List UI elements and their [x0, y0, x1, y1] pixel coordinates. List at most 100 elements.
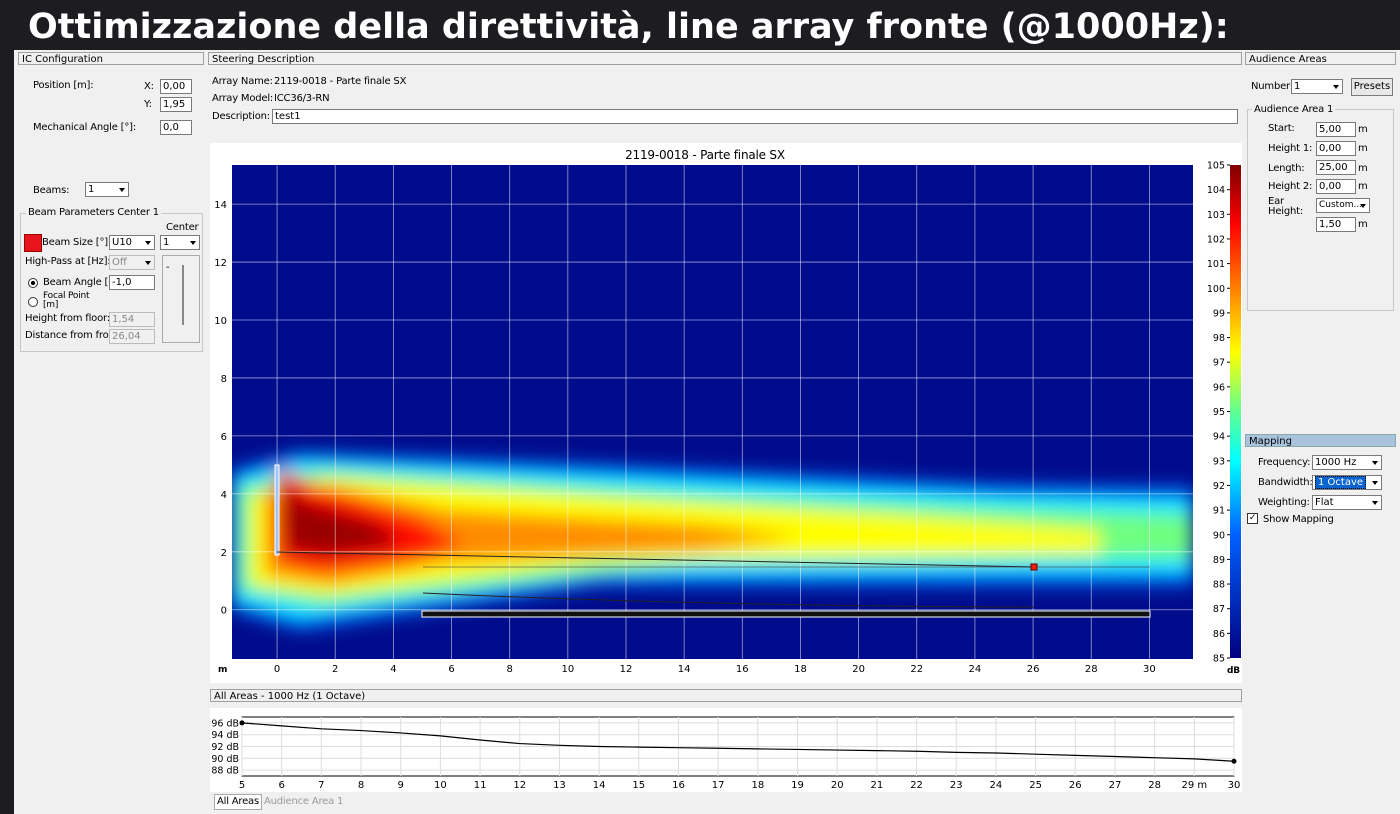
- x-tick-label: 6: [448, 664, 454, 675]
- label: Center: [166, 222, 199, 233]
- x-tick-label: 12: [620, 664, 633, 675]
- x-tick-label: 14: [678, 664, 691, 675]
- x-unit: m: [218, 665, 228, 675]
- label: X:: [144, 81, 154, 92]
- label: Ear Height:: [1268, 196, 1304, 217]
- audience-area: [421, 610, 1151, 618]
- label: Position [m]:: [33, 80, 94, 91]
- select[interactable]: 1: [160, 235, 200, 250]
- input[interactable]: 0,00: [1316, 141, 1356, 156]
- input[interactable]: 1,50: [1316, 217, 1356, 232]
- colorbar-label: 100: [1207, 284, 1225, 295]
- label: Y:: [144, 99, 152, 110]
- colorbar-label: 90: [1213, 530, 1225, 541]
- unit: m: [1358, 163, 1368, 174]
- select[interactable]: Custom...: [1316, 198, 1370, 213]
- x-tick-label: 22: [910, 780, 923, 791]
- x-tick-label: 8: [506, 664, 512, 675]
- colorbar-label: 88: [1213, 580, 1225, 591]
- x-tick-label: 28: [1085, 664, 1098, 675]
- input[interactable]: 0,00: [160, 79, 192, 94]
- x-tick-label: 17: [712, 780, 725, 791]
- colorbar-label: 95: [1213, 407, 1225, 418]
- colorbar-label: 85: [1213, 654, 1225, 665]
- input[interactable]: -1,0: [109, 275, 155, 290]
- x-tick-label: 23: [950, 780, 963, 791]
- select[interactable]: Flat: [1312, 495, 1382, 510]
- colorbar-label: 91: [1213, 506, 1225, 517]
- line-array: [274, 464, 280, 556]
- x-tick-label: 26: [1027, 664, 1040, 675]
- colorbar-label: 96: [1213, 382, 1225, 393]
- y-tick-label: 0: [221, 606, 227, 617]
- input[interactable]: 0,0: [160, 120, 192, 135]
- colorbar-label: 93: [1213, 456, 1225, 467]
- input: 26,04: [109, 329, 155, 344]
- x-tick-label: 16: [736, 664, 749, 675]
- panel-header: Mapping: [1245, 434, 1396, 447]
- label: Height 1:: [1268, 143, 1313, 154]
- label: Height from floor:: [25, 313, 110, 324]
- colorbar-label: 102: [1207, 234, 1225, 245]
- x-tick-label: 30: [1228, 780, 1241, 791]
- checkbox[interactable]: ✓: [1247, 513, 1258, 524]
- heatmap-field: [232, 452, 1193, 630]
- colorbar-label: 104: [1207, 185, 1225, 196]
- beam-color[interactable]: [24, 234, 42, 252]
- x-tick-label: 29 m: [1181, 780, 1207, 791]
- radio[interactable]: [28, 297, 38, 307]
- y-tick-label: 90 dB: [211, 754, 239, 765]
- input[interactable]: 1,95: [160, 97, 192, 112]
- tab[interactable]: Audience Area 1: [264, 796, 344, 807]
- label: Bandwidth:: [1258, 477, 1313, 488]
- spl-line: [241, 722, 1235, 762]
- select[interactable]: 1: [85, 182, 129, 197]
- radio[interactable]: [28, 278, 38, 288]
- input[interactable]: 5,00: [1316, 122, 1356, 137]
- coverage-line: [276, 551, 1035, 568]
- x-tick-label: 12: [513, 780, 526, 791]
- colorbar-label: 101: [1207, 259, 1225, 270]
- x-tick-label: 28: [1148, 780, 1161, 791]
- y-tick-label: 2: [221, 548, 227, 559]
- colorbar-label: 87: [1213, 604, 1225, 615]
- panel-header: Steering Description: [208, 52, 1242, 65]
- group-title: Beam Parameters Center 1: [26, 207, 161, 219]
- x-tick-label: 22: [910, 664, 923, 675]
- button[interactable]: Presets: [1351, 78, 1393, 96]
- end-marker: [1231, 758, 1237, 764]
- slide-title: Ottimizzazione della direttività, line a…: [28, 7, 1229, 47]
- x-tick-label: 10: [434, 780, 447, 791]
- label: Focal Point [m]: [43, 291, 90, 310]
- colorbar-label: 97: [1213, 358, 1225, 369]
- colorbar-label: 89: [1213, 555, 1225, 566]
- select[interactable]: 1000 Hz: [1312, 455, 1382, 470]
- panel-header: Audience Areas: [1245, 52, 1396, 65]
- select[interactable]: U10: [109, 235, 155, 250]
- input[interactable]: 25,00: [1316, 160, 1356, 175]
- select[interactable]: 1: [1291, 79, 1343, 94]
- x-tick-label: 9: [398, 780, 404, 791]
- x-tick-label: 27: [1109, 780, 1122, 791]
- label: Show Mapping: [1263, 514, 1334, 525]
- group-title: Audience Area 1: [1252, 104, 1336, 116]
- x-tick-label: 18: [794, 664, 807, 675]
- input[interactable]: test1: [272, 109, 1238, 124]
- coverage-line: [422, 592, 1035, 608]
- y-tick-label: 92 dB: [211, 742, 239, 753]
- x-tick-label: 19: [791, 780, 804, 791]
- x-tick-label: 7: [318, 780, 324, 791]
- y-tick-label: 14: [214, 200, 227, 211]
- x-tick-label: 13: [553, 780, 566, 791]
- select[interactable]: 1 Octave: [1312, 475, 1382, 490]
- tab[interactable]: All Areas: [214, 794, 262, 810]
- y-tick-label: 96 dB: [211, 718, 239, 729]
- y-tick-label: 6: [221, 432, 227, 443]
- input: 1,54: [109, 312, 155, 327]
- slider-track[interactable]: [182, 265, 184, 325]
- colorbar-label: 94: [1213, 432, 1225, 443]
- input[interactable]: 0,00: [1316, 179, 1356, 194]
- y-tick-label: 94 dB: [211, 730, 239, 741]
- colorbar-label: 92: [1213, 481, 1225, 492]
